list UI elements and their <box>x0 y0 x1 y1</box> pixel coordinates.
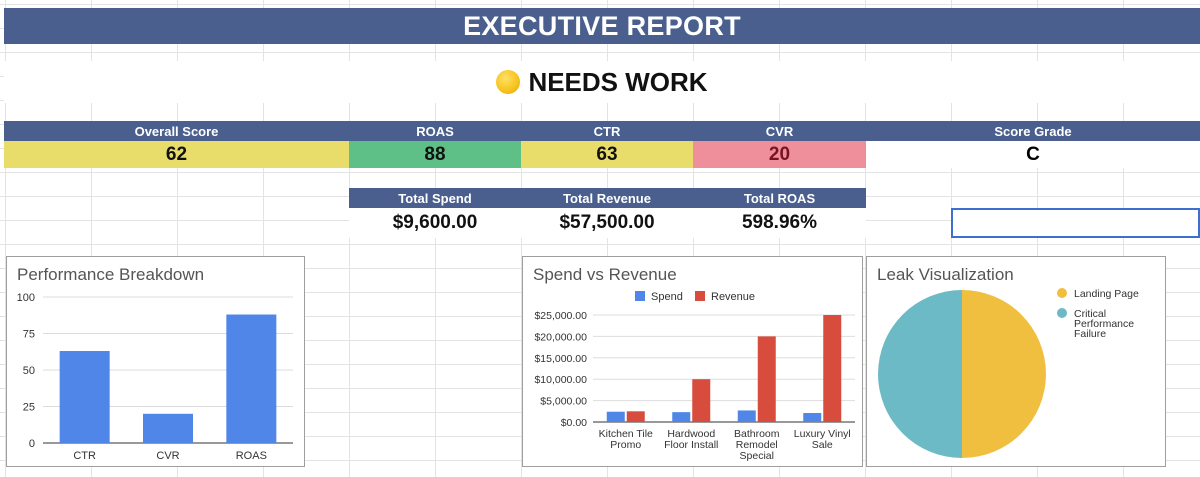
total-label: Total ROAS <box>693 188 866 208</box>
bar-revenue <box>823 315 842 422</box>
performance-chart-svg: 0 25 50 75 100 CTR CVR ROAS <box>17 292 293 462</box>
yellow-circle-icon <box>496 70 521 94</box>
chart-title: Spend vs Revenue <box>533 265 677 284</box>
bar-cvr <box>143 413 193 443</box>
x-tick-label: Floor Install <box>664 439 718 451</box>
metric-score-grade[interactable]: Score Grade C <box>866 121 1200 168</box>
metric-value: C <box>866 141 1200 168</box>
metric-cvr[interactable]: CVR 20 <box>693 121 866 168</box>
x-tick-label: Luxury Vinyl <box>794 428 851 440</box>
metric-value: 63 <box>521 141 693 168</box>
bar-spend <box>672 412 691 422</box>
total-value: $9,600.00 <box>349 208 521 238</box>
chart-title: Leak Visualization <box>877 265 1014 284</box>
y-tick-label: 0 <box>29 438 35 450</box>
legend-dot <box>1057 308 1067 318</box>
legend-label: Critical <box>1074 308 1106 320</box>
metric-label: Score Grade <box>866 121 1200 141</box>
y-tick-label: 75 <box>23 329 35 341</box>
legend-swatch-revenue <box>695 291 705 301</box>
y-tick-label: $15,000.00 <box>534 353 587 365</box>
total-revenue-cell[interactable]: Total Revenue $57,500.00 <box>521 188 693 238</box>
x-tick-label: Kitchen Tile <box>599 428 653 440</box>
metric-label: ROAS <box>349 121 521 141</box>
total-value: 598.96% <box>693 208 866 238</box>
total-value: $57,500.00 <box>521 208 693 238</box>
x-tick-label: Hardwood <box>667 428 715 440</box>
chart-spend-vs-revenue[interactable]: Spend vs Revenue $0.00 $5,000.00 $10,000.0… <box>522 256 863 467</box>
metric-label: CVR <box>693 121 866 141</box>
y-tick-label: $10,000.00 <box>534 374 587 386</box>
y-tick-label: 100 <box>17 292 35 304</box>
x-tick-label: CVR <box>156 450 179 462</box>
y-tick-label: 50 <box>23 365 35 377</box>
x-tick-label: Bathroom <box>734 428 780 440</box>
report-title: EXECUTIVE REPORT <box>4 8 1200 44</box>
legend-label: Revenue <box>711 291 755 303</box>
legend-label: Performance <box>1074 318 1134 330</box>
spend-revenue-chart-svg: $0.00 $5,000.00 $10,000.00 $15,000.00 $20,00… <box>534 291 855 462</box>
bar-revenue <box>626 411 645 422</box>
metric-label: Overall Score <box>4 121 349 141</box>
x-tick-label: CTR <box>73 450 96 462</box>
total-label: Total Revenue <box>521 188 693 208</box>
legend-label: Spend <box>651 291 683 303</box>
chart-performance-breakdown[interactable]: Performance Breakdown 0 25 50 75 100 CTR CVR RO… <box>6 256 305 467</box>
bar-ctr <box>59 351 110 443</box>
y-tick-label: $5,000.00 <box>540 396 587 408</box>
total-label: Total Spend <box>349 188 521 208</box>
pie-slice <box>878 290 962 458</box>
y-tick-label: $0.00 <box>561 417 587 429</box>
y-tick-label: 25 <box>23 402 35 414</box>
legend-label: Landing Page <box>1074 288 1139 300</box>
metric-label: CTR <box>521 121 693 141</box>
chart-title: Performance Breakdown <box>17 265 205 284</box>
bar-spend <box>737 410 756 422</box>
bar-revenue <box>757 336 776 422</box>
metric-overall-score[interactable]: Overall Score 62 <box>4 121 349 168</box>
total-spend-cell[interactable]: Total Spend $9,600.00 <box>349 188 521 238</box>
x-tick-label: Remodel <box>736 439 778 451</box>
bar-roas <box>226 314 277 443</box>
x-tick-label: Special <box>740 450 774 462</box>
metric-value: 88 <box>349 141 521 168</box>
bar-revenue <box>692 379 711 422</box>
chart-leak-visualization[interactable]: Leak Visualization Landing Page Critical P… <box>866 256 1166 467</box>
pie-slice <box>962 290 1046 458</box>
status-banner: NEEDS WORK <box>4 61 1200 103</box>
y-tick-label: $25,000.00 <box>534 310 587 322</box>
y-tick-label: $20,000.00 <box>534 331 587 343</box>
legend-dot <box>1057 288 1067 298</box>
bar-spend <box>803 413 822 422</box>
selected-cell[interactable] <box>951 208 1200 238</box>
x-tick-label: Sale <box>812 439 833 451</box>
bar-spend <box>606 411 625 422</box>
total-roas-cell[interactable]: Total ROAS 598.96% <box>693 188 866 238</box>
metric-roas[interactable]: ROAS 88 <box>349 121 521 168</box>
metric-ctr[interactable]: CTR 63 <box>521 121 693 168</box>
metric-value: 20 <box>693 141 866 168</box>
x-tick-label: Promo <box>610 439 641 451</box>
legend-swatch-spend <box>635 291 645 301</box>
legend-label: Failure <box>1074 328 1106 340</box>
metric-value: 62 <box>4 141 349 168</box>
x-tick-label: ROAS <box>236 450 267 462</box>
status-text: NEEDS WORK <box>528 66 708 97</box>
